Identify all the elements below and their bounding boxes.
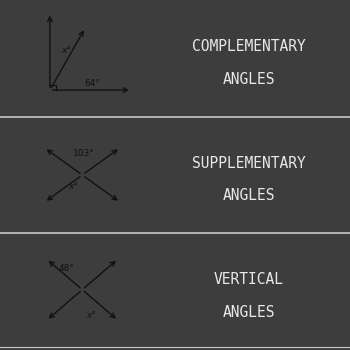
- Text: x°: x°: [86, 312, 97, 321]
- Text: 64°: 64°: [85, 79, 100, 88]
- Text: COMPLEMENTARY: COMPLEMENTARY: [192, 39, 305, 54]
- Text: VERTICAL: VERTICAL: [214, 273, 284, 287]
- Text: ANGLES: ANGLES: [222, 189, 275, 203]
- Text: x°: x°: [62, 46, 71, 55]
- Text: x°: x°: [68, 182, 78, 191]
- Text: 103°: 103°: [72, 149, 94, 158]
- Text: ANGLES: ANGLES: [222, 305, 275, 320]
- Text: 48°: 48°: [58, 264, 74, 273]
- Text: ANGLES: ANGLES: [222, 72, 275, 87]
- Text: SUPPLEMENTARY: SUPPLEMENTARY: [192, 156, 305, 171]
